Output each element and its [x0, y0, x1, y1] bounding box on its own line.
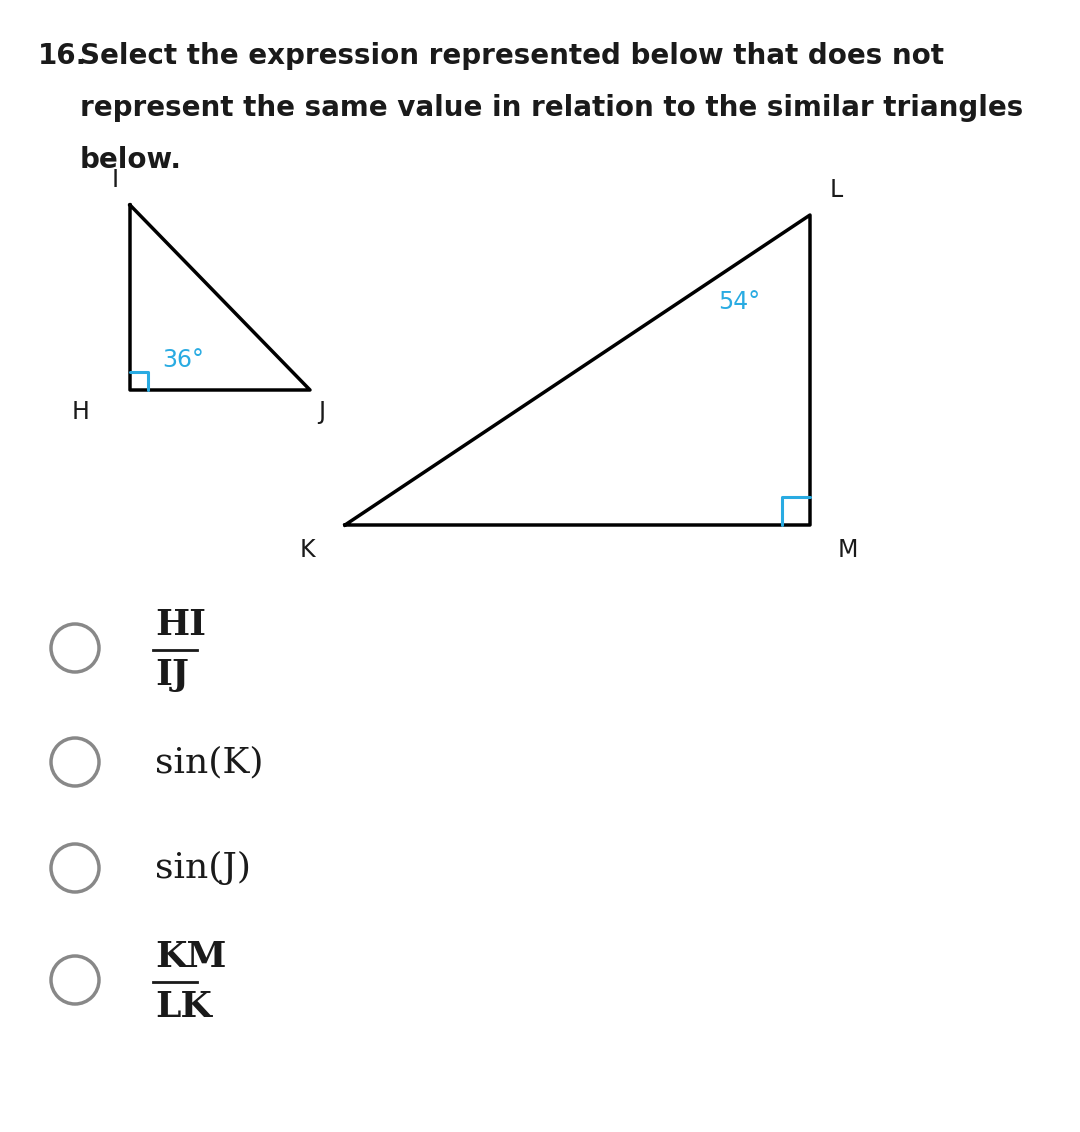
Text: LK: LK	[156, 990, 212, 1024]
Text: I: I	[111, 168, 119, 192]
Text: represent the same value in relation to the similar triangles: represent the same value in relation to …	[80, 94, 1023, 122]
Text: 54°: 54°	[718, 290, 760, 314]
Text: H: H	[72, 400, 90, 424]
Text: HI: HI	[156, 608, 206, 642]
Text: 16.: 16.	[38, 42, 87, 70]
Text: K: K	[299, 538, 315, 561]
Text: below.: below.	[80, 146, 183, 174]
Text: J: J	[318, 400, 325, 424]
Text: 36°: 36°	[162, 348, 204, 372]
Text: KM: KM	[156, 940, 227, 974]
Text: sin(K): sin(K)	[156, 745, 264, 779]
Text: sin(J): sin(J)	[156, 851, 251, 885]
Text: IJ: IJ	[156, 658, 189, 692]
Text: Select the expression represented below that does not: Select the expression represented below …	[80, 42, 944, 70]
Text: L: L	[831, 178, 843, 201]
Text: M: M	[838, 538, 859, 561]
